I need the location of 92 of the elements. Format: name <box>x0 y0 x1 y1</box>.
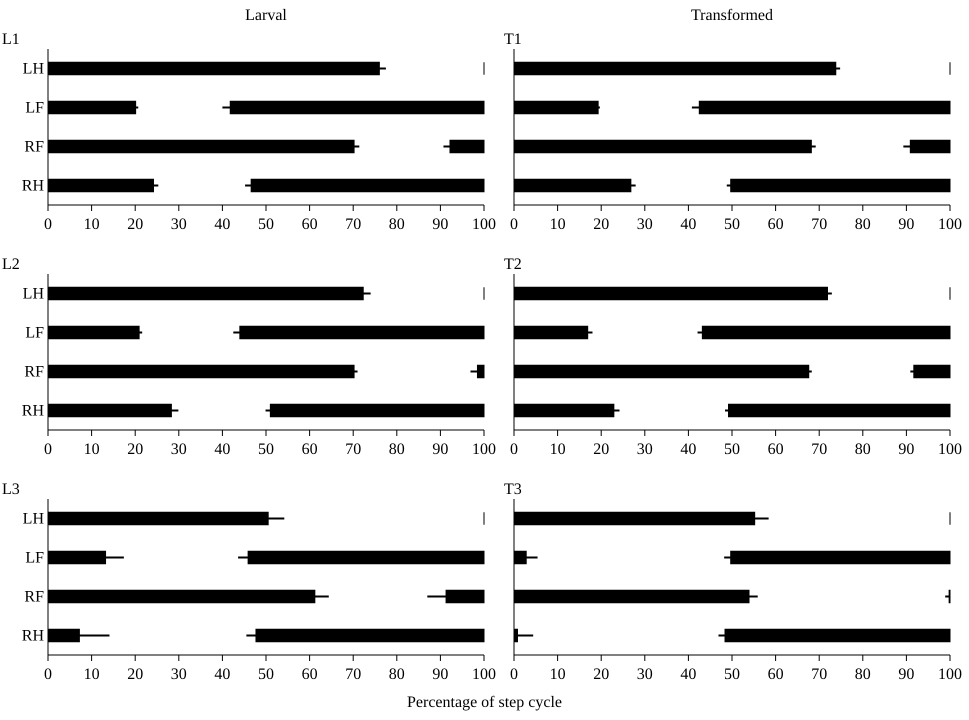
y-tick-label: LF <box>25 550 44 566</box>
x-tick-label: 40 <box>214 216 230 233</box>
x-tick-label: 20 <box>593 441 610 458</box>
x-tick-label: 60 <box>768 216 784 233</box>
x-tick-label: 20 <box>127 216 144 233</box>
x-tick-label: 60 <box>302 666 318 683</box>
x-tick-label: 40 <box>680 666 696 683</box>
x-tick-label: 0 <box>510 441 518 458</box>
x-tick-label: 80 <box>388 216 405 233</box>
y-tick-label: LH <box>22 510 44 528</box>
x-tick-label: 0 <box>510 216 518 233</box>
x-tick-label: 100 <box>472 216 496 233</box>
bar <box>730 178 950 192</box>
x-tick-label: 50 <box>258 441 274 458</box>
x-tick-label: 20 <box>593 666 610 683</box>
x-tick-label: 90 <box>432 666 448 683</box>
x-tick-label: 100 <box>938 666 962 683</box>
x-tick-label: 70 <box>345 216 362 233</box>
x-tick-label: 0 <box>44 441 52 458</box>
x-tick-label: 50 <box>724 666 740 683</box>
chart-title: Transformed <box>690 7 774 24</box>
x-tick-label: 10 <box>550 666 566 683</box>
y-tick-label: LH <box>22 286 44 302</box>
x-tick-label: 70 <box>345 666 362 683</box>
chart-title: T3 <box>504 481 522 498</box>
x-tick-label: 100 <box>938 216 962 233</box>
x-tick-label: 90 <box>898 666 914 683</box>
x-tick-label: 30 <box>170 666 187 683</box>
x-tick-label: 30 <box>636 441 653 458</box>
x-tick-label: 10 <box>84 441 100 458</box>
x-tick-label: 50 <box>724 441 740 458</box>
x-tick-label: 20 <box>593 216 610 233</box>
x-tick-label: 10 <box>550 216 566 233</box>
chart-title: L2 <box>2 256 20 273</box>
y-tick-label: RH <box>22 402 44 420</box>
x-tick-label: 70 <box>811 666 828 683</box>
x-tick-label: 30 <box>170 216 187 233</box>
x-tick-label: 40 <box>680 441 696 458</box>
chart-subtitle: L1 <box>2 31 20 48</box>
y-tick-label: LF <box>25 100 44 116</box>
x-tick-label: 10 <box>84 216 100 233</box>
bar <box>913 364 950 378</box>
x-tick-label: 50 <box>724 216 740 233</box>
x-tick-label: 100 <box>938 441 962 458</box>
y-tick-label: LH <box>22 60 44 78</box>
x-tick-label: 80 <box>388 441 405 458</box>
y-tick-label: RH <box>22 178 44 194</box>
x-tick-label: 50 <box>258 666 274 683</box>
x-tick-label: 10 <box>84 666 100 683</box>
x-tick-label: 50 <box>258 216 274 233</box>
x-tick-label: 60 <box>768 666 784 683</box>
x-tick-label: 40 <box>680 216 696 233</box>
y-tick-label: LF <box>25 324 44 342</box>
chart-title: Larval <box>245 7 288 24</box>
x-tick-label: 80 <box>854 441 871 458</box>
x-tick-label: 30 <box>636 216 653 233</box>
x-tick-label: 60 <box>768 441 784 458</box>
x-tick-label: 70 <box>345 441 362 458</box>
x-tick-label: 60 <box>302 216 318 233</box>
x-tick-label: 70 <box>811 216 828 233</box>
x-tick-label: 90 <box>432 441 448 458</box>
x-tick-label: 90 <box>898 216 914 233</box>
x-tick-label: 0 <box>44 666 52 683</box>
x-tick-label: 80 <box>388 666 405 683</box>
y-tick-label: RF <box>24 364 44 380</box>
x-tick-label: 0 <box>510 666 518 683</box>
y-tick-label: RH <box>22 628 44 644</box>
bar <box>728 404 950 418</box>
x-tick-label: 80 <box>854 666 871 683</box>
x-tick-label: 80 <box>854 216 871 233</box>
x-tick-label: 70 <box>811 441 828 458</box>
x-tick-label: 90 <box>432 216 448 233</box>
bar <box>702 326 950 340</box>
chart-title: L3 <box>2 481 20 498</box>
chart-title: T2 <box>504 256 522 273</box>
x-tick-label: 30 <box>636 666 653 683</box>
x-tick-label: 0 <box>44 216 52 233</box>
x-tick-label: 60 <box>302 441 318 458</box>
x-tick-label: 40 <box>214 441 230 458</box>
x-tick-label: 20 <box>127 666 144 683</box>
x-tick-label: 90 <box>898 441 914 458</box>
y-tick-label: RF <box>24 138 44 156</box>
x-tick-label: 100 <box>472 666 496 683</box>
y-tick-label: RF <box>24 588 44 606</box>
x-tick-label: 100 <box>472 441 496 458</box>
x-tick-label: 20 <box>127 441 144 458</box>
chart-subtitle: T1 <box>504 31 522 48</box>
bar <box>270 404 484 418</box>
x-tick-label: 10 <box>550 441 566 458</box>
x-tick-label: 40 <box>214 666 230 683</box>
x-axis-title: Percentage of step cycle <box>406 694 562 711</box>
x-tick-label: 30 <box>170 441 187 458</box>
